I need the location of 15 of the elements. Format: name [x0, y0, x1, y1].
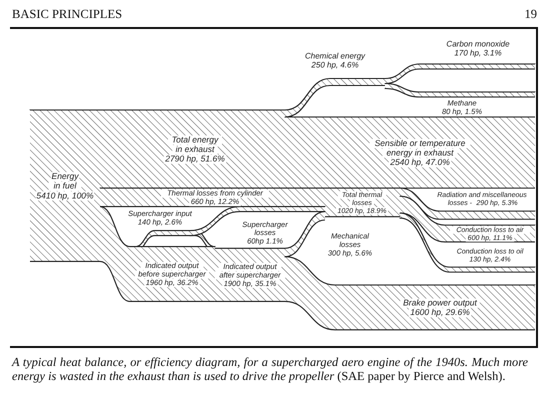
data-label: 2790 hp, 51.6% — [164, 154, 226, 164]
category-label: Total energy in exhaust — [172, 134, 219, 154]
category-label: Chemical energy — [304, 51, 366, 60]
data-label: 170 hp, 3.1% — [454, 48, 502, 58]
data-label: 250 hp, 4.6% — [310, 60, 359, 70]
text: 19 — [524, 7, 537, 21]
category-label: Brake power output — [403, 298, 478, 308]
data-label: 2540 hp, 47.0% — [389, 157, 450, 168]
text: BASIC PRINCIPLES — [12, 7, 122, 21]
category-label: Carbon monoxide — [446, 39, 510, 48]
category-label: Sensible or temperature energy in exhaust — [374, 138, 466, 158]
data-label: 1600 hp, 29.6% — [410, 307, 470, 318]
data-label: 5410 hp, 100% — [36, 190, 94, 200]
category-label: Energy in fuel — [52, 171, 80, 191]
text: A typical heat balance, or efficiency diagram, for a supercharged aero engine of the 1940s. Much more energy is wasted in the exhaust than is used to drive the propeller (SAE paper by Pierce and Welsh). — [12, 355, 528, 383]
